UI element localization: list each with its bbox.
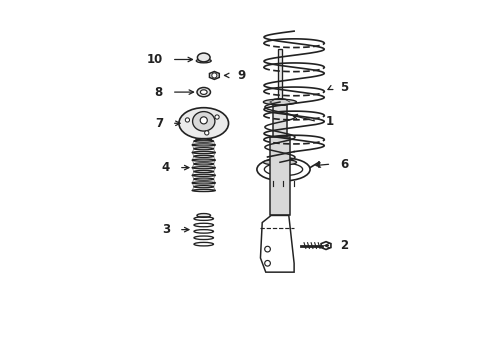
Text: 9: 9 <box>237 69 245 82</box>
Text: 8: 8 <box>154 86 163 99</box>
Text: 10: 10 <box>146 53 163 66</box>
Text: 4: 4 <box>162 161 170 174</box>
Ellipse shape <box>192 112 214 131</box>
Text: 2: 2 <box>340 239 347 252</box>
Ellipse shape <box>263 159 296 165</box>
Text: 5: 5 <box>340 81 348 94</box>
Text: 1: 1 <box>325 115 333 128</box>
Text: 6: 6 <box>340 158 348 171</box>
Ellipse shape <box>179 108 228 139</box>
Ellipse shape <box>200 90 207 94</box>
Ellipse shape <box>197 53 210 62</box>
Circle shape <box>204 131 208 135</box>
FancyBboxPatch shape <box>272 102 286 138</box>
Ellipse shape <box>196 59 211 63</box>
Ellipse shape <box>195 139 211 140</box>
Polygon shape <box>209 72 219 80</box>
Circle shape <box>185 118 189 122</box>
Circle shape <box>211 73 217 78</box>
FancyBboxPatch shape <box>270 138 289 215</box>
Ellipse shape <box>197 213 210 217</box>
Text: 7: 7 <box>155 117 163 130</box>
Ellipse shape <box>263 99 296 105</box>
Circle shape <box>215 115 219 119</box>
Circle shape <box>200 117 207 124</box>
Text: 3: 3 <box>162 223 170 236</box>
Ellipse shape <box>197 87 210 97</box>
FancyBboxPatch shape <box>277 49 282 102</box>
